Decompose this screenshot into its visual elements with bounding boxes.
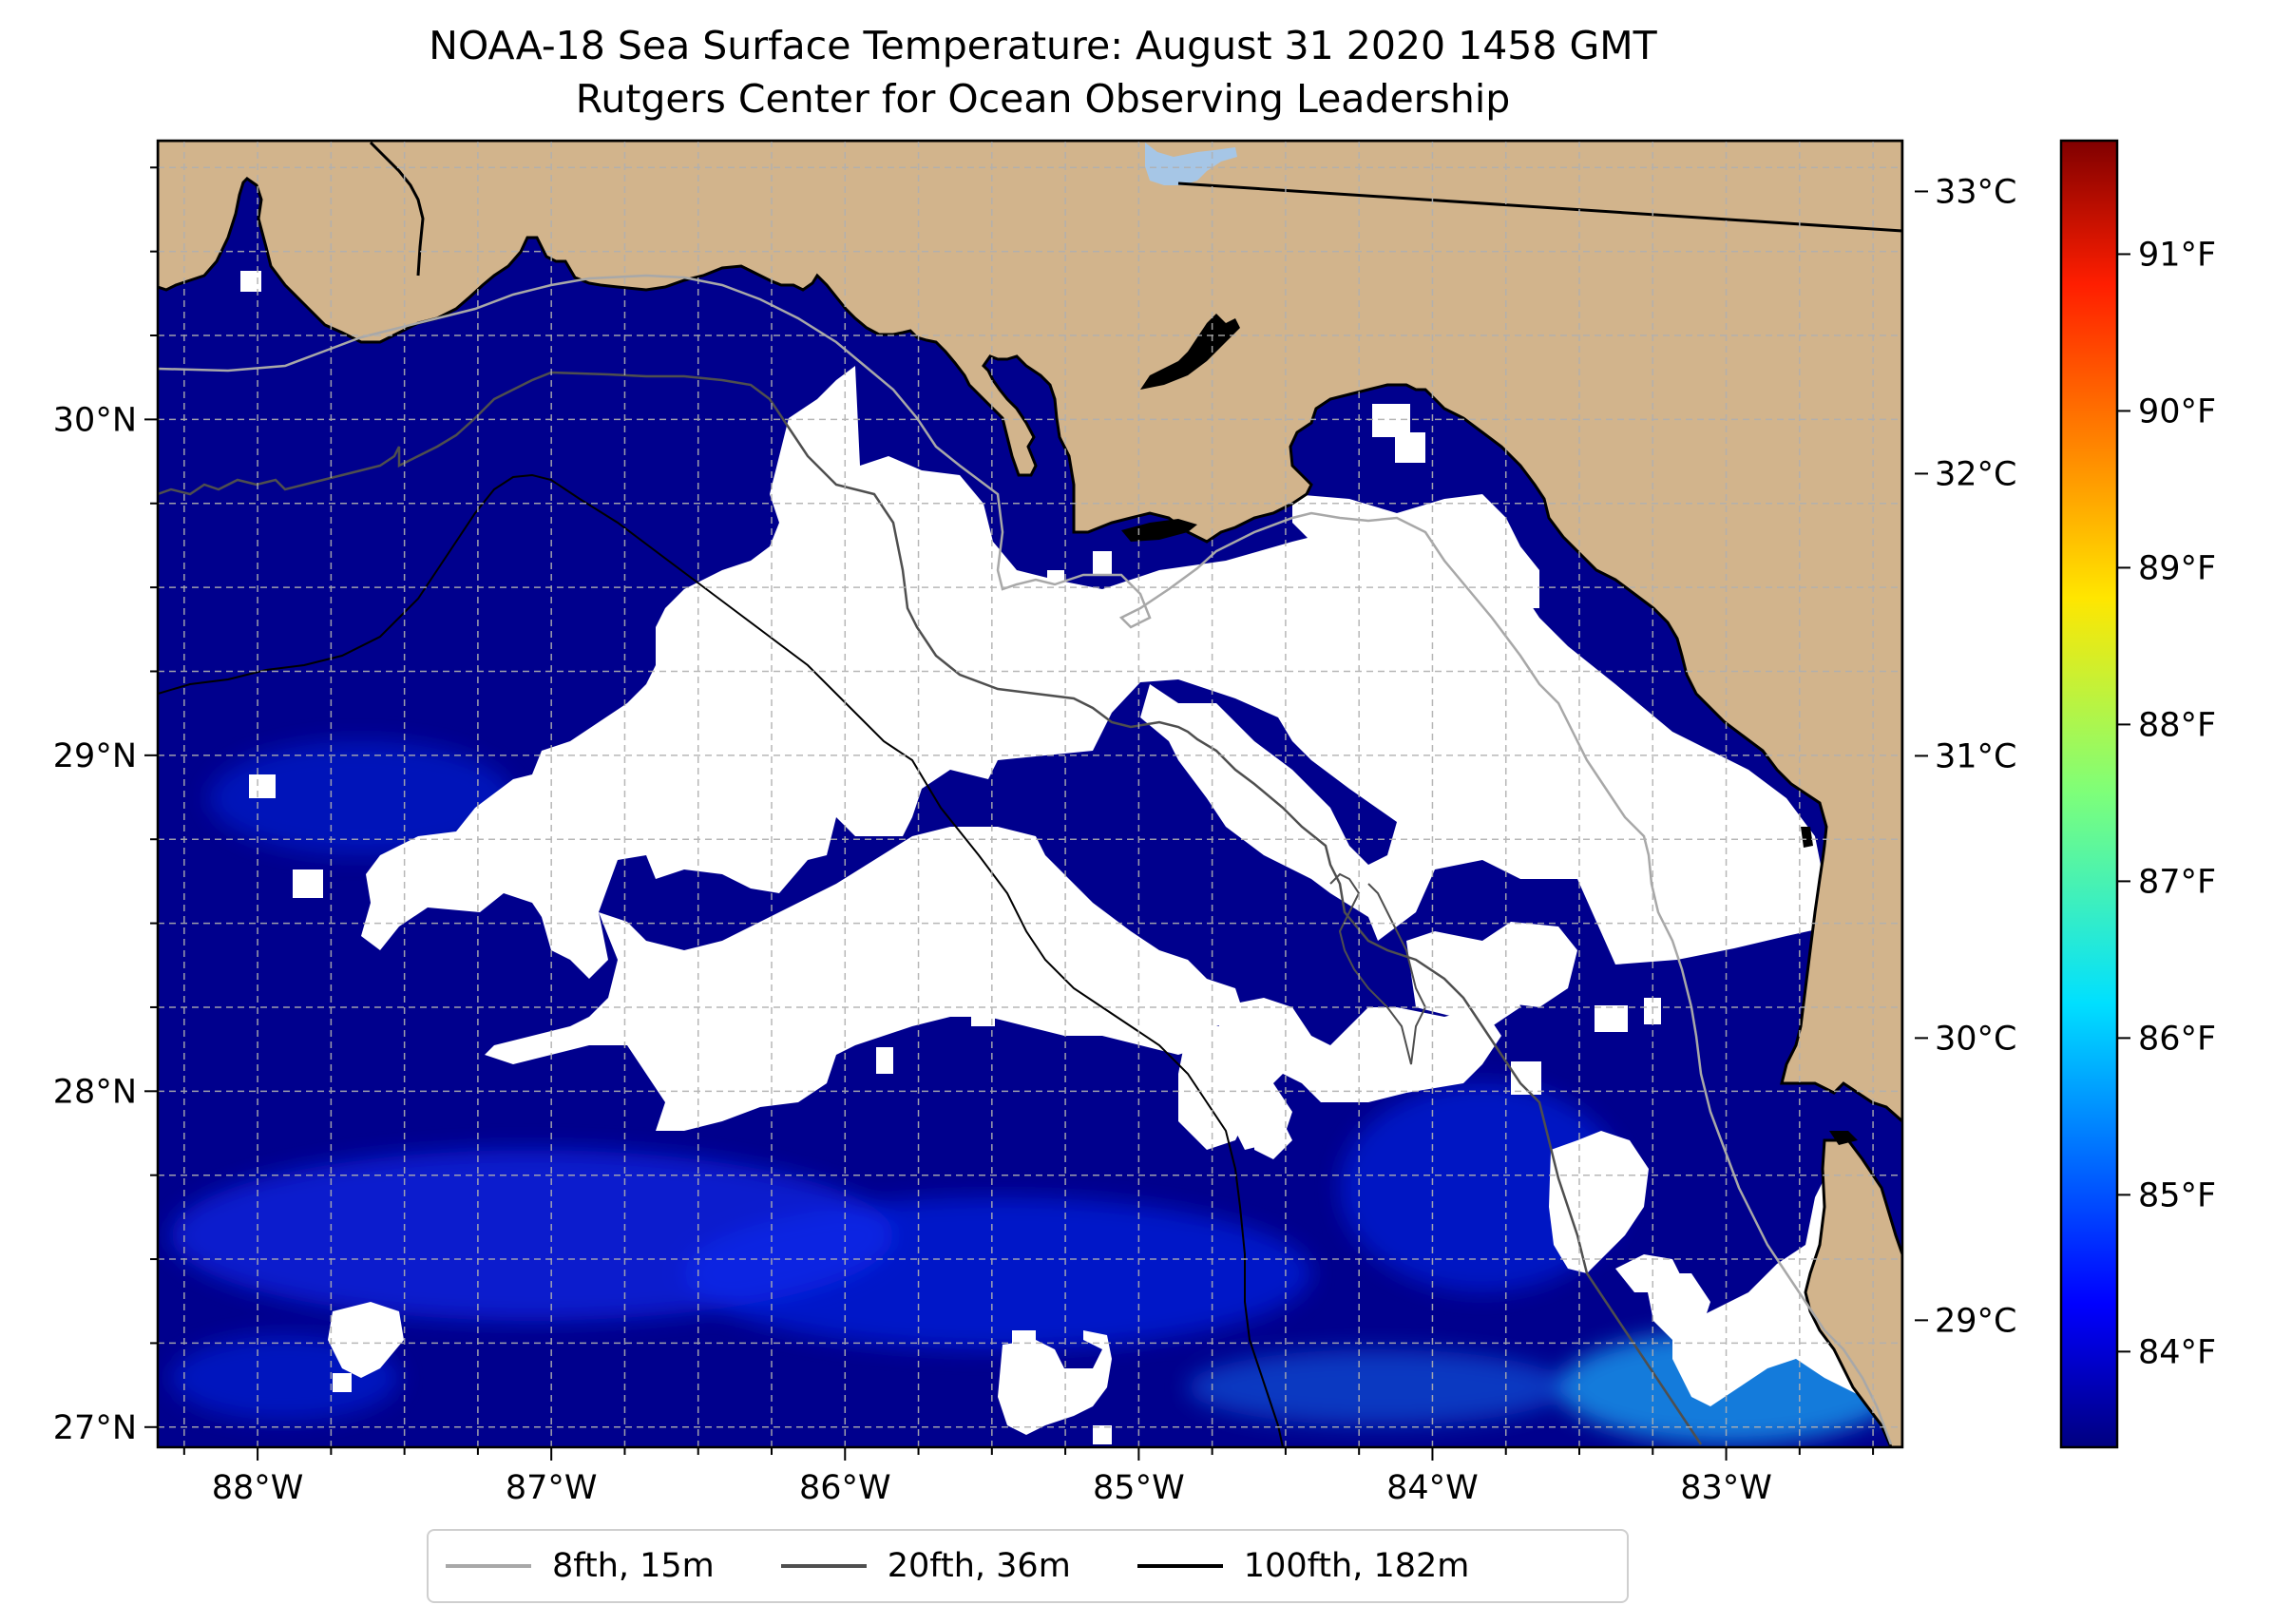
fahrenheit-tick-label: 85°F	[2138, 1176, 2216, 1214]
isobath-36m-shoal	[1329, 872, 1427, 1065]
legend-swatch-100fth	[1136, 1564, 1223, 1568]
land-tampa-bay	[1804, 1138, 1902, 1447]
x-tick-label: 88°W	[212, 1469, 304, 1507]
x-tick-label: 86°W	[799, 1469, 891, 1507]
fahrenheit-tick-label: 87°F	[2138, 863, 2216, 901]
isobath-15m	[158, 274, 1893, 1445]
gridlines	[158, 141, 1902, 1447]
map-frame	[156, 139, 1904, 1449]
legend-swatch-8fth	[446, 1564, 531, 1568]
x-axis: 88°W 87°W 86°W 85°W 84°W 83°W	[182, 1447, 1875, 1507]
dog-island	[1121, 519, 1197, 542]
y-tick-label: 27°N	[53, 1409, 137, 1447]
state-border	[1177, 182, 1902, 233]
celsius-tick-label: 29°C	[1935, 1302, 2016, 1340]
x-tick-label: 87°W	[506, 1469, 598, 1507]
legend-item-8fth: 8fth, 15m	[446, 1547, 715, 1585]
y-axis: 30°N 29°N 28°N 27°N	[53, 166, 158, 1447]
legend-swatch-20fth	[780, 1564, 867, 1568]
state-border-west	[369, 141, 425, 277]
y-tick-label: 30°N	[53, 401, 137, 439]
fahrenheit-tick-label: 89°F	[2138, 549, 2216, 587]
chart-subtitle: Rutgers Center for Ocean Observing Leade…	[575, 76, 1511, 122]
colorbar	[2061, 141, 2117, 1447]
cloud-mask	[240, 271, 1900, 1444]
legend-item-100fth: 100fth, 182m	[1136, 1547, 1470, 1585]
colorbar-fahrenheit-axis: 84°F 85°F 86°F 87°F 88°F 89°F 90°F 91°F	[2117, 236, 2216, 1371]
y-tick-label: 28°N	[53, 1073, 137, 1111]
legend-label-100fth: 100fth, 182m	[1243, 1547, 1470, 1585]
chart-title: NOAA-18 Sea Surface Temperature: August …	[429, 23, 1657, 68]
fahrenheit-tick-label: 86°F	[2138, 1020, 2216, 1058]
fahrenheit-tick-label: 84°F	[2138, 1333, 2216, 1371]
isobath-legend: 8fth, 15m 20fth, 36m 100fth, 182m	[427, 1529, 1629, 1603]
legend-label-8fth: 8fth, 15m	[552, 1547, 715, 1585]
isobath-36m	[158, 371, 1703, 1445]
fahrenheit-tick-label: 90°F	[2138, 392, 2216, 430]
keys-island	[1829, 1131, 1858, 1145]
celsius-tick-label: 31°C	[1935, 737, 2016, 775]
fahrenheit-tick-label: 88°F	[2138, 706, 2216, 744]
legend-label-20fth: 20fth, 36m	[887, 1547, 1071, 1585]
celsius-tick-label: 32°C	[1935, 455, 2016, 493]
legend-item-20fth: 20fth, 36m	[780, 1547, 1071, 1585]
y-tick-label: 29°N	[53, 737, 137, 775]
map-area	[158, 141, 1902, 1447]
x-tick-label: 83°W	[1680, 1469, 1772, 1507]
celsius-tick-label: 30°C	[1935, 1020, 2016, 1058]
fahrenheit-tick-label: 91°F	[2138, 236, 2216, 274]
x-tick-label: 85°W	[1093, 1469, 1185, 1507]
celsius-tick-label: 33°C	[1935, 173, 2016, 211]
colorbar-celsius-axis: 29°C 30°C 31°C 32°C 33°C	[1915, 173, 2016, 1340]
x-tick-label: 84°W	[1386, 1469, 1479, 1507]
cedar-key	[1801, 827, 1813, 848]
lake-seminole	[1145, 143, 1237, 185]
st-vincent-island	[1140, 314, 1240, 390]
land-florida	[158, 141, 1902, 1124]
colorbar-frame	[2059, 139, 2119, 1449]
